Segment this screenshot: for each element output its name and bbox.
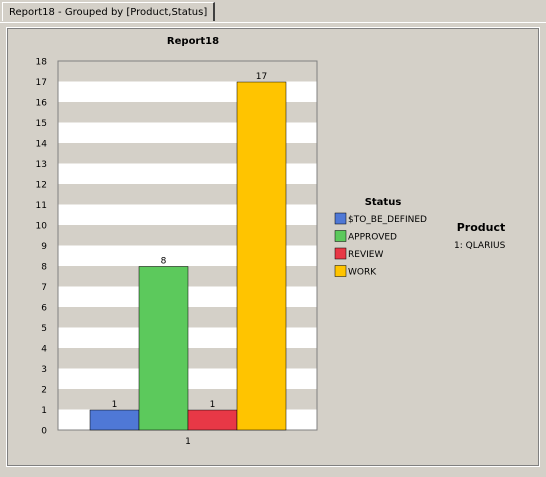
y-tick-label: 13 [36,160,47,170]
legend-entry: REVIEW [348,250,383,260]
bar-review[interactable] [187,409,238,431]
legend-swatch [334,265,347,277]
data-label: 8 [161,257,167,267]
bar-work[interactable] [236,81,287,431]
data-label: 17 [256,72,267,82]
data-label: 1 [210,400,216,410]
chart-title: Report18 [167,36,219,47]
legend: Status $TO_BE_DEFINED APPROVED REVIEW WORK [334,197,427,278]
y-tick-label: 3 [41,365,47,375]
product-item: 1: QLARIUS [454,241,506,251]
y-tick-label: 5 [41,324,47,334]
product-panel: Product 1: QLARIUS [454,221,506,251]
chart-panel [6,27,540,467]
y-tick-label: 16 [36,99,48,109]
y-tick-label: 17 [36,78,47,88]
legend-entry: WORK [348,268,377,278]
bars [89,81,287,431]
y-tick-label: 0 [41,427,47,437]
legend-title: Status [365,197,402,208]
y-tick-label: 9 [41,242,47,252]
y-tick-label: 6 [41,304,47,314]
y-tick-label: 10 [36,222,48,232]
data-labels: 1 8 1 17 [112,72,268,410]
y-tick-label: 2 [41,386,47,396]
y-tick-label: 12 [36,181,47,191]
y-tick-label: 18 [36,58,48,68]
legend-entry: $TO_BE_DEFINED [348,215,427,225]
legend-entry: APPROVED [348,233,397,243]
y-tick-label: 11 [36,201,47,211]
legend-swatch [334,247,347,260]
tab-divider [0,22,546,23]
y-tick-label: 8 [41,263,47,273]
legend-swatch [334,212,347,225]
data-label: 1 [112,400,118,410]
y-tick-label: 14 [36,140,48,150]
x-tick-label: 1 [185,437,191,447]
product-title: Product [457,221,506,234]
bar-to-be-defined[interactable] [89,409,140,431]
y-tick-label: 4 [41,345,47,355]
grid-band [58,61,317,82]
y-tick-label: 1 [41,406,47,416]
tab-report18[interactable]: Report18 - Grouped by [Product,Status] [2,2,216,21]
legend-swatch [334,230,347,242]
tab-bar: Report18 - Grouped by [Product,Status] [0,0,546,23]
y-tick-label: 15 [36,119,47,129]
bar-approved[interactable] [138,266,189,431]
y-tick-label: 7 [41,283,47,293]
